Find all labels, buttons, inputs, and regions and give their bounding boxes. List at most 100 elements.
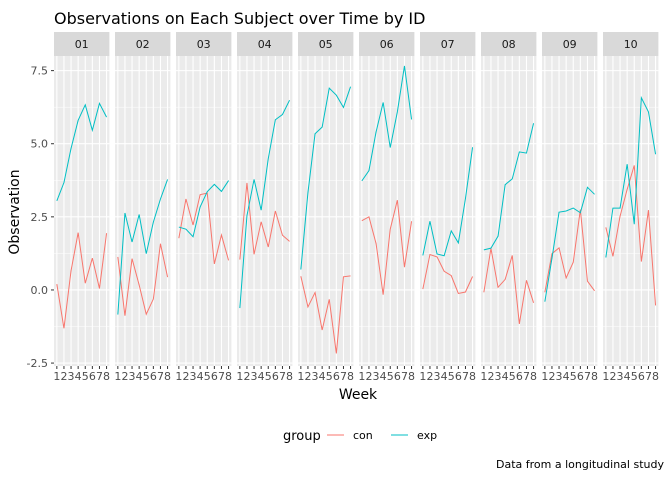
series-line-con	[483, 248, 535, 324]
x-tick-label: 2	[243, 370, 250, 383]
series-line-con	[56, 232, 108, 329]
x-tick-label: 3	[373, 370, 380, 383]
facet-strip	[359, 32, 415, 56]
chart-caption: Data from a longitudinal study	[496, 458, 664, 471]
x-tick-label: 7	[218, 370, 225, 383]
x-tick-label: 7	[523, 370, 530, 383]
facet-strip-label: 10	[624, 38, 638, 51]
x-tick-label: 1	[541, 370, 548, 383]
x-tick-label: 7	[401, 370, 408, 383]
x-tick-label: 2	[426, 370, 433, 383]
facet-strip-label: 01	[75, 38, 89, 51]
panel-background	[420, 56, 476, 366]
legend-label-con: con	[353, 429, 373, 442]
facet-panel-03: 03 1 2 3 4 5 6 7 8	[175, 32, 232, 383]
y-axis: -2.5 0.0 2.5 5.0 7.5	[27, 65, 54, 370]
x-tick-label: 8	[530, 370, 537, 383]
y-tick-label: -2.5	[27, 357, 48, 370]
x-tick-label: 3	[251, 370, 258, 383]
x-tick-label: 3	[556, 370, 563, 383]
x-tick-label: 2	[365, 370, 372, 383]
series-line-con	[361, 200, 413, 295]
x-tick-label: 1	[297, 370, 304, 383]
x-tick-label: 7	[645, 370, 652, 383]
y-tick-label: 5.0	[31, 138, 49, 151]
x-tick-label: 3	[434, 370, 441, 383]
legend: group con exp	[283, 429, 437, 444]
x-tick-label: 4	[319, 370, 326, 383]
x-tick-label: 1	[53, 370, 60, 383]
x-tick-label: 4	[441, 370, 448, 383]
series-line-con	[117, 243, 169, 316]
x-tick-label: 8	[286, 370, 293, 383]
x-tick-label: 2	[487, 370, 494, 383]
x-tick-label: 6	[455, 370, 462, 383]
facet-strip-label: 04	[258, 38, 272, 51]
x-tick-label: 2	[60, 370, 67, 383]
facet-strip	[115, 32, 171, 56]
facet-strip-label: 03	[197, 38, 211, 51]
series-line-con	[178, 192, 230, 265]
x-tick-label: 7	[462, 370, 469, 383]
x-tick-label: 8	[347, 370, 354, 383]
facet-strip	[542, 32, 598, 56]
series-line-con	[422, 253, 474, 295]
legend-label-exp: exp	[417, 429, 437, 442]
series-line-exp	[178, 180, 229, 238]
x-tick-label: 2	[304, 370, 311, 383]
panel-background	[481, 56, 537, 366]
x-tick-label: 5	[387, 370, 394, 383]
chart-title: Observations on Each Subject over Time b…	[54, 9, 425, 28]
x-tick-label: 1	[114, 370, 121, 383]
x-tick-label: 2	[182, 370, 189, 383]
x-tick-label: 3	[495, 370, 502, 383]
y-tick-label: 7.5	[31, 65, 49, 78]
x-tick-label: 1	[236, 370, 243, 383]
x-tick-label: 2	[548, 370, 555, 383]
series-line-exp	[56, 101, 108, 201]
x-tick-label: 5	[204, 370, 211, 383]
panel-background	[176, 56, 232, 366]
x-tick-label: 6	[272, 370, 279, 383]
facet-strip-label: 08	[502, 38, 516, 51]
x-tick-label: 3	[68, 370, 75, 383]
facet-strip-label: 07	[441, 38, 455, 51]
x-tick-label: 6	[638, 370, 645, 383]
legend-title: group	[283, 429, 321, 444]
y-axis-title: Observation	[7, 169, 23, 254]
x-tick-label: 7	[584, 370, 591, 383]
x-axis-title: Week	[339, 387, 378, 403]
x-tick-label: 5	[82, 370, 89, 383]
x-tick-label: 8	[469, 370, 476, 383]
x-tick-label: 6	[516, 370, 523, 383]
panel-background	[542, 56, 598, 366]
x-tick-label: 5	[143, 370, 150, 383]
x-tick-label: 5	[265, 370, 272, 383]
x-tick-label: 1	[419, 370, 426, 383]
x-tick-label: 4	[136, 370, 143, 383]
x-tick-label: 6	[394, 370, 401, 383]
x-tick-label: 3	[190, 370, 197, 383]
x-tick-label: 5	[326, 370, 333, 383]
series-line-con	[605, 165, 657, 306]
series-line-exp	[117, 179, 169, 315]
x-tick-label: 6	[150, 370, 157, 383]
facet-strip-label: 06	[380, 38, 394, 51]
x-tick-label: 2	[121, 370, 128, 383]
facet-panel-10: 10 1 2 3 4 5 6 7 8	[602, 32, 659, 383]
x-tick-label: 3	[312, 370, 319, 383]
x-tick-label: 8	[652, 370, 659, 383]
x-tick-label: 4	[258, 370, 265, 383]
facet-panel-09: 09 1 2 3 4 5 6 7 8	[541, 32, 598, 383]
x-tick-label: 7	[279, 370, 286, 383]
series-line-exp	[361, 65, 413, 182]
x-tick-label: 1	[480, 370, 487, 383]
x-tick-label: 4	[502, 370, 509, 383]
legend-entry-con: con	[327, 429, 373, 442]
facet-panel-05: 05 1 2 3 4 5 6 7 8	[297, 32, 354, 383]
x-tick-label: 1	[602, 370, 609, 383]
x-tick-label: 7	[340, 370, 347, 383]
y-tick-label: 2.5	[31, 211, 49, 224]
